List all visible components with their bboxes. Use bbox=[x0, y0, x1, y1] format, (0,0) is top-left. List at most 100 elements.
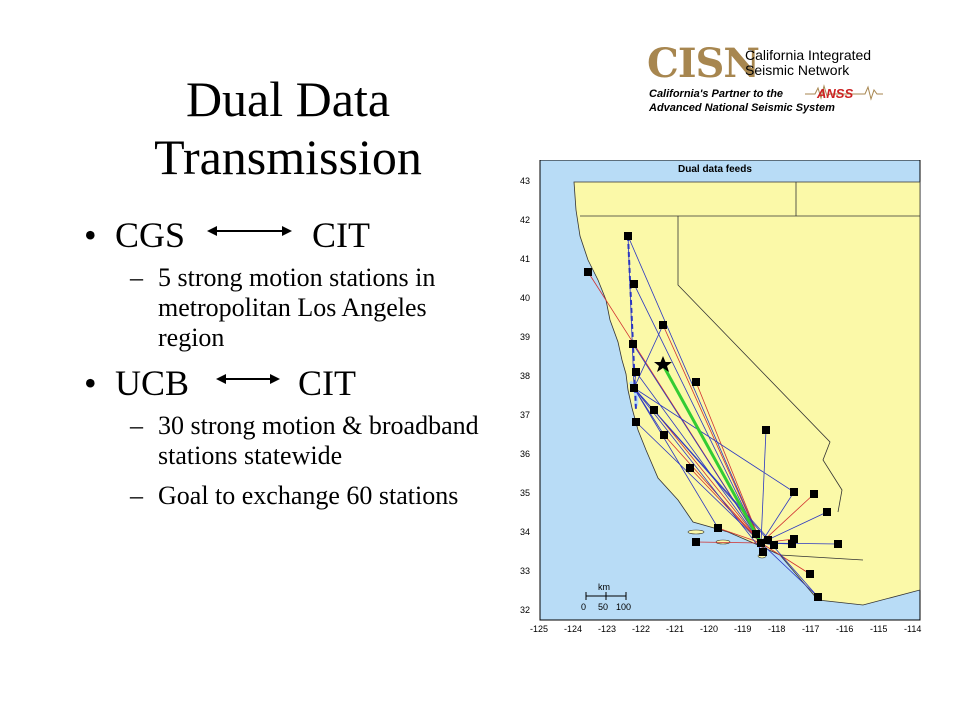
feed-line bbox=[695, 381, 762, 544]
bullet-left-label: UCB bbox=[115, 363, 190, 403]
lon-label: -116 bbox=[836, 624, 853, 634]
feed-line bbox=[653, 409, 762, 544]
station-marker bbox=[629, 340, 637, 348]
feed-line bbox=[633, 387, 819, 598]
sub-bullet: – 30 strong motion & broadband stations … bbox=[80, 411, 480, 471]
lat-label: 40 bbox=[520, 293, 530, 303]
lat-label: 36 bbox=[520, 449, 530, 459]
station-marker bbox=[752, 530, 760, 538]
sub-bullet-text: Goal to exchange 60 stations bbox=[158, 481, 459, 510]
lat-label: 34 bbox=[520, 527, 530, 537]
lon-label: -117 bbox=[802, 624, 819, 634]
station-marker bbox=[834, 540, 842, 548]
lon-label: -114 bbox=[904, 624, 921, 634]
station-marker bbox=[770, 541, 778, 549]
station-marker bbox=[630, 280, 638, 288]
bullet-dot: • bbox=[84, 215, 97, 255]
station-marker bbox=[660, 431, 668, 439]
lat-label: 43 bbox=[520, 176, 530, 186]
map-title: Dual data feeds bbox=[678, 164, 752, 175]
logo-name-line-1: California Integrated bbox=[745, 47, 872, 63]
feed-line bbox=[627, 235, 762, 544]
lat-label: 37 bbox=[520, 410, 530, 420]
logo-partner-line-2: Advanced National Seismic System bbox=[649, 102, 835, 114]
station-marker bbox=[790, 488, 798, 496]
sub-bullet-text: 30 strong motion & broadband stations st… bbox=[158, 411, 479, 470]
scale-bar: km 0 50 100 bbox=[581, 582, 631, 612]
feed-line bbox=[633, 387, 764, 553]
feed-line bbox=[760, 542, 819, 598]
scale-tick-0: 0 bbox=[581, 602, 586, 612]
border-mexico bbox=[779, 554, 864, 561]
feed-line bbox=[760, 542, 811, 575]
feed-line bbox=[635, 371, 762, 544]
bullet-ucb-cit: • UCB CIT bbox=[80, 363, 480, 411]
station-marker bbox=[790, 535, 798, 543]
cisn-logo: CISN California Integrated Seismic Netwo… bbox=[645, 40, 885, 124]
feed-line bbox=[760, 429, 767, 544]
station-marker bbox=[759, 548, 767, 556]
bullet-dot: • bbox=[84, 363, 97, 403]
lon-label: -118 bbox=[768, 624, 785, 634]
station-marker bbox=[584, 268, 592, 276]
station-marker bbox=[814, 593, 822, 601]
station-marker bbox=[788, 540, 796, 548]
scale-unit: km bbox=[598, 582, 610, 592]
bullet-left-label: CGS bbox=[115, 215, 186, 255]
lat-label: 41 bbox=[520, 254, 530, 264]
station-marker bbox=[823, 508, 831, 516]
station-marker bbox=[630, 384, 638, 392]
lat-label: 32 bbox=[520, 605, 530, 615]
feed-line bbox=[633, 283, 762, 544]
lon-label: -122 bbox=[632, 624, 650, 634]
primary-feed-line bbox=[661, 364, 763, 544]
lat-label: 38 bbox=[520, 371, 530, 381]
feed-line bbox=[695, 541, 762, 544]
feed-line bbox=[632, 343, 762, 544]
station-marker bbox=[757, 539, 765, 547]
station-marker bbox=[650, 406, 658, 414]
lon-label: -115 bbox=[870, 624, 887, 634]
feed-line bbox=[689, 467, 762, 544]
lon-label: -120 bbox=[700, 624, 718, 634]
dash-marker: – bbox=[130, 481, 143, 510]
station-marker bbox=[686, 464, 694, 472]
lat-label: 35 bbox=[520, 488, 530, 498]
lon-label: -123 bbox=[598, 624, 616, 634]
lat-label: 39 bbox=[520, 332, 530, 342]
scale-tick-50: 50 bbox=[598, 602, 608, 612]
station-marker bbox=[762, 426, 770, 434]
anss-text: ANSS bbox=[816, 86, 853, 101]
state-boundary-ca-nv bbox=[677, 216, 843, 513]
feed-line bbox=[633, 387, 795, 493]
lon-label: -119 bbox=[734, 624, 751, 634]
feed-line bbox=[662, 324, 762, 544]
sub-bullet: – 5 strong motion stations in metropolit… bbox=[80, 263, 480, 353]
title-line-1: Dual Data bbox=[185, 71, 391, 127]
bullet-right-label: CIT bbox=[312, 215, 370, 255]
title-line-2: Transmission bbox=[154, 129, 422, 185]
feed-line bbox=[633, 387, 719, 529]
lon-label: -121 bbox=[666, 624, 684, 634]
feed-line bbox=[760, 491, 795, 544]
station-marker bbox=[806, 570, 814, 578]
feed-line bbox=[663, 434, 762, 544]
double-arrow-icon bbox=[216, 374, 280, 384]
logo-name-line-2: Seismic Network bbox=[745, 62, 850, 78]
anss-seismogram-logo: ANSS bbox=[805, 84, 883, 101]
dash-marker: – bbox=[130, 263, 143, 292]
lat-label: 42 bbox=[520, 215, 530, 225]
station-marker bbox=[714, 524, 722, 532]
station-marker bbox=[632, 368, 640, 376]
bullet-list: • CGS CIT – 5 strong motion stations in … bbox=[80, 215, 480, 521]
dash-marker: – bbox=[130, 411, 143, 440]
sub-bullet-text: 5 strong motion stations in metropolitan… bbox=[158, 263, 436, 352]
slide-title: Dual Data Transmission bbox=[108, 70, 468, 186]
lat-label: 33 bbox=[520, 566, 530, 576]
dual-data-feeds-map: Dual data feeds km 0 50 100 43 42 41 40 39 38… bbox=[520, 160, 921, 634]
bullet-cgs-cit: • CGS CIT bbox=[80, 215, 480, 263]
lon-label: -124 bbox=[564, 624, 582, 634]
station-marker bbox=[764, 536, 772, 544]
station-marker bbox=[692, 538, 700, 546]
station-marker bbox=[659, 321, 667, 329]
